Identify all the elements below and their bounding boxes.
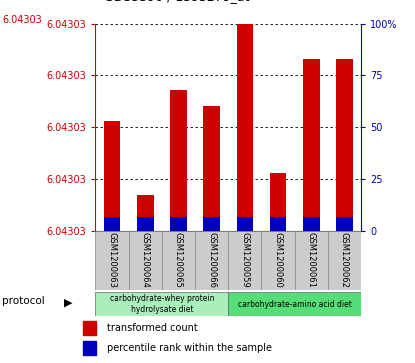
Text: GSM1200060: GSM1200060 xyxy=(273,232,283,288)
Bar xyxy=(303,59,320,217)
FancyBboxPatch shape xyxy=(228,292,361,316)
Bar xyxy=(237,217,253,231)
FancyBboxPatch shape xyxy=(129,231,162,290)
Text: GSM1200061: GSM1200061 xyxy=(307,232,316,288)
Text: protocol: protocol xyxy=(2,296,45,306)
Bar xyxy=(237,24,253,217)
Text: GSM1200062: GSM1200062 xyxy=(340,232,349,288)
Text: GSM1200059: GSM1200059 xyxy=(240,232,249,288)
Bar xyxy=(83,321,95,335)
Bar xyxy=(303,217,320,231)
Bar xyxy=(270,172,286,217)
FancyBboxPatch shape xyxy=(195,231,228,290)
FancyBboxPatch shape xyxy=(95,231,129,290)
Bar xyxy=(270,217,286,231)
Text: ▶: ▶ xyxy=(64,297,73,307)
Bar xyxy=(137,217,154,231)
FancyBboxPatch shape xyxy=(261,231,295,290)
Text: 6.04303: 6.04303 xyxy=(2,15,42,25)
Text: carbohydrate-amino acid diet: carbohydrate-amino acid diet xyxy=(238,299,352,309)
FancyBboxPatch shape xyxy=(95,292,228,316)
Bar xyxy=(83,340,95,355)
Bar xyxy=(104,217,120,231)
Text: percentile rank within the sample: percentile rank within the sample xyxy=(107,343,272,353)
Bar xyxy=(336,217,353,231)
Text: transformed count: transformed count xyxy=(107,323,198,333)
Text: GSM1200064: GSM1200064 xyxy=(141,232,150,288)
Bar xyxy=(203,106,220,217)
Text: GDS5390 / 1393279_at: GDS5390 / 1393279_at xyxy=(104,0,249,3)
FancyBboxPatch shape xyxy=(328,231,361,290)
Bar xyxy=(104,121,120,217)
Bar xyxy=(170,90,187,217)
FancyBboxPatch shape xyxy=(228,231,261,290)
Bar xyxy=(170,217,187,231)
Bar xyxy=(137,195,154,217)
FancyBboxPatch shape xyxy=(295,231,328,290)
Text: GSM1200065: GSM1200065 xyxy=(174,232,183,288)
Text: GSM1200063: GSM1200063 xyxy=(107,232,117,288)
Text: GSM1200066: GSM1200066 xyxy=(207,232,216,288)
FancyBboxPatch shape xyxy=(162,231,195,290)
Bar xyxy=(336,59,353,217)
Text: carbohydrate-whey protein
hydrolysate diet: carbohydrate-whey protein hydrolysate di… xyxy=(110,294,214,314)
Bar xyxy=(203,217,220,231)
